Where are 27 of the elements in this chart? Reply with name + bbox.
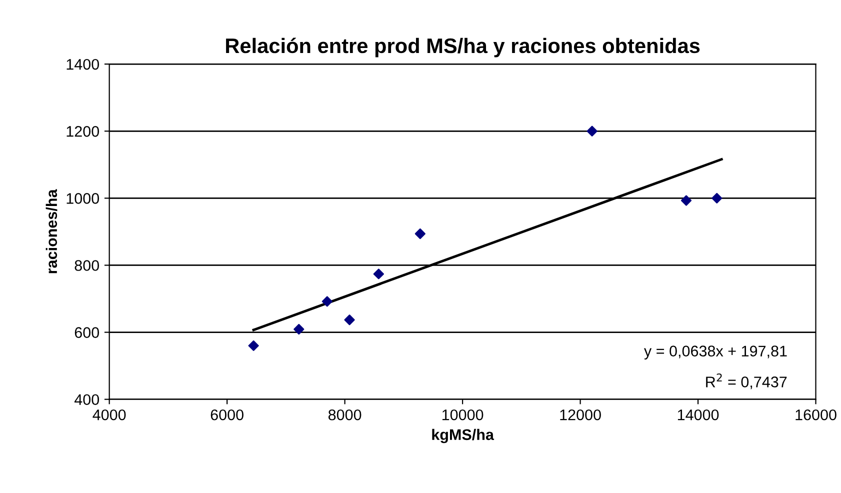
x-tick-label: 6000 xyxy=(210,409,244,420)
point xyxy=(322,296,332,307)
y-tick-label: 600 xyxy=(74,327,100,338)
x-tick-label: 14000 xyxy=(678,409,719,420)
y-axis-title: raciones/ha xyxy=(46,189,58,274)
y-tick-label: 1400 xyxy=(66,58,100,70)
x-tick-label: 16000 xyxy=(796,409,836,420)
point xyxy=(712,192,722,204)
x-tick-label: 4000 xyxy=(92,409,126,420)
annotation: y = 0,0638x + 197,81 xyxy=(644,346,787,360)
y-tick-label: 1000 xyxy=(66,193,100,204)
y-tick-label: 800 xyxy=(74,260,100,271)
x-tick-label: 12000 xyxy=(560,409,601,420)
y-tick-label: 400 xyxy=(74,394,100,406)
x-tick-label: 8000 xyxy=(328,409,362,420)
point xyxy=(248,340,259,351)
point xyxy=(344,314,355,326)
point xyxy=(586,126,598,136)
annotation: R$^{2}$ = 0,7437 xyxy=(706,373,787,390)
x-tick-label: 10000 xyxy=(442,409,484,420)
x-axis-title: kgMS/ha xyxy=(432,428,494,444)
point xyxy=(294,324,304,335)
y-tick-label: 1200 xyxy=(66,126,100,137)
point xyxy=(414,228,426,240)
point xyxy=(373,268,384,280)
chart-title: Relación entre prod MS/ha y raciones obtenidas xyxy=(226,38,700,58)
point xyxy=(680,195,692,206)
